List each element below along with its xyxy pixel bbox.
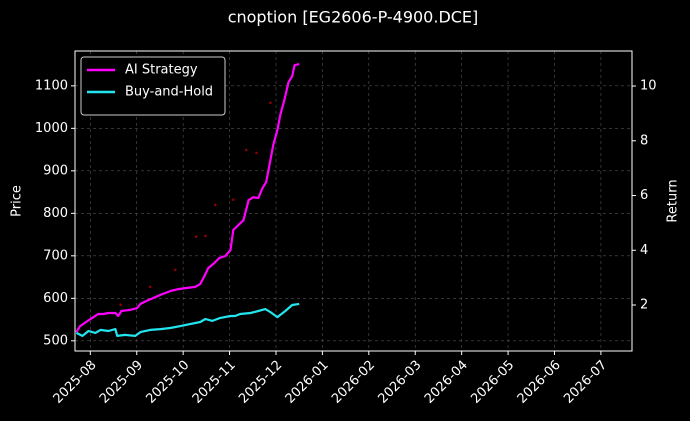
y2-tick-label: 8 (640, 133, 648, 148)
price-point (194, 235, 198, 238)
series-line (75, 302, 300, 337)
y2-tick-label: 10 (640, 79, 657, 94)
chart-title: cnoption [EG2606-P-4900.DCE] (228, 8, 479, 27)
y-tick-label: 900 (43, 163, 68, 178)
legend-box (80, 56, 226, 116)
y-tick-label: 600 (43, 291, 68, 306)
y2-tick-label: 4 (640, 243, 648, 258)
y-tick-label: 800 (43, 206, 68, 221)
price-point (255, 151, 258, 155)
y2-tick-label: 2 (640, 298, 648, 313)
y-tick-label: 1000 (35, 121, 68, 136)
y-tick-label: 500 (43, 333, 68, 348)
y2-tick-label: 6 (640, 188, 648, 203)
series-line (75, 63, 300, 333)
price-point (213, 203, 217, 207)
price-point (244, 148, 248, 152)
price-point (204, 234, 207, 238)
y2-axis-label: Return (666, 179, 681, 222)
legend-label: Buy-and-Hold (125, 85, 213, 100)
price-point (231, 198, 235, 202)
legend-label: AI Strategy (125, 63, 198, 78)
y-tick-label: 700 (43, 248, 68, 263)
y-tick-label: 1100 (35, 78, 68, 93)
price-point (148, 285, 152, 289)
y-axis-label: Price (10, 185, 25, 217)
price-point (119, 303, 122, 306)
plot-frame (74, 50, 633, 352)
price-point (173, 268, 177, 272)
price-point (269, 101, 272, 105)
